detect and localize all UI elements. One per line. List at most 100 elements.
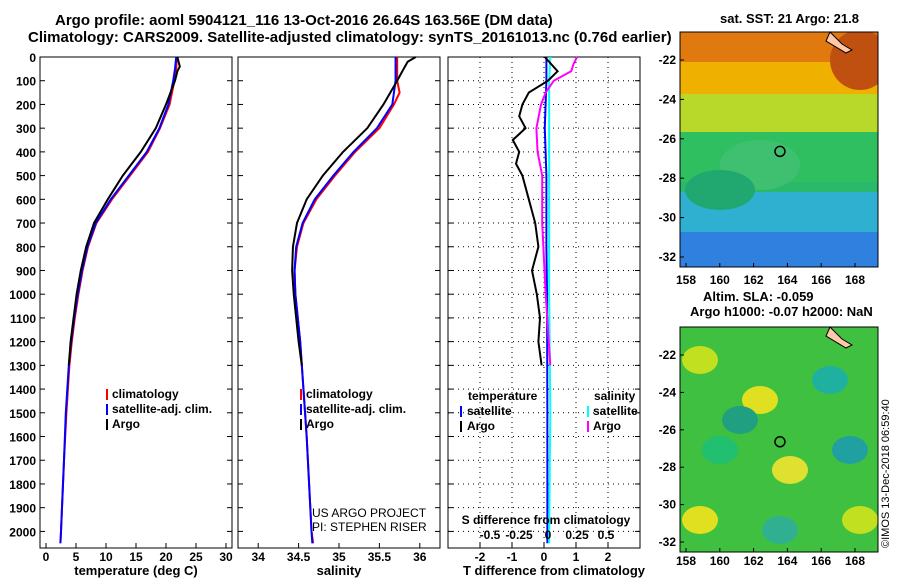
legend-label: climatology — [112, 387, 179, 401]
x-tick-label: 15 — [129, 550, 143, 564]
field-blob — [682, 346, 718, 374]
y-tick-label: 700 — [16, 217, 36, 231]
map-sst: 158 160 162 164 166 168 -22 -24 -26 -28 -30 -32 — [659, 31, 879, 287]
legend-label-t: Argo — [467, 419, 495, 433]
x-tick-label: 10 — [99, 550, 113, 564]
y-tick-label: 0 — [29, 51, 36, 65]
y-tick-label: 800 — [16, 241, 36, 255]
s-tick-label: 0.25 — [565, 528, 589, 542]
legend-swatch — [460, 406, 462, 417]
legend-label: satellite-adj. clim. — [112, 402, 212, 416]
map-y-tick-label: -26 — [659, 132, 677, 146]
y-tick-label: 1500 — [9, 407, 36, 421]
map-x-tick-label: 162 — [744, 554, 764, 568]
series-line-argo — [67, 56, 181, 366]
s-axis-label: S difference from climatology — [462, 513, 631, 527]
series-line-s-argo — [535, 56, 578, 366]
map-x-tick-label: 164 — [777, 273, 797, 287]
field-blob — [762, 516, 798, 544]
map-y-tick-label: -22 — [659, 53, 677, 67]
legend-label-s: salinity — [594, 389, 636, 403]
map-y-tick-label: -32 — [659, 250, 677, 264]
map-y-tick-label: -22 — [659, 348, 677, 362]
series-line-argo — [291, 56, 417, 366]
argo-location-marker — [774, 145, 786, 158]
argo-location-marker — [774, 436, 786, 448]
series-line-s-satellite — [548, 56, 552, 544]
sst-title: sat. SST: 21 Argo: 21.8 — [720, 11, 859, 26]
field-blob — [685, 170, 755, 210]
x-tick-label: 0 — [43, 550, 50, 564]
map-y-tick-label: -26 — [659, 423, 677, 437]
legend-swatch — [587, 406, 589, 417]
pi-label: PI: STEPHEN RISER — [312, 520, 427, 534]
legend-label: Argo — [306, 417, 334, 431]
legend-swatch — [106, 404, 108, 415]
y-tick-label: 600 — [16, 193, 36, 207]
y-tick-label: 200 — [16, 98, 36, 112]
field-blob — [842, 506, 878, 534]
map-x-tick-label: 168 — [845, 554, 865, 568]
map-y-tick-label: -32 — [659, 535, 677, 549]
x-axis-label: salinity — [317, 563, 363, 578]
y-tick-label: 1800 — [9, 478, 36, 492]
map-frame — [679, 31, 879, 268]
field-blob — [722, 406, 758, 434]
y-tick-label: 400 — [16, 146, 36, 160]
y-tick-label: 1300 — [9, 359, 36, 373]
map-y-tick-label: -28 — [659, 171, 677, 185]
y-tick-label: 1600 — [9, 431, 36, 445]
y-tick-label: 2000 — [9, 525, 36, 539]
legend-label-t: temperature — [468, 389, 538, 403]
field-blob — [702, 436, 738, 464]
map-sla: 158 160 162 164 166 168 -22 -24 -26 -28 -30 -32 — [659, 326, 879, 568]
x-tick-label: 34 — [252, 550, 266, 564]
landmass-new-caledonia — [825, 31, 854, 54]
legend-label-s: satellite — [593, 404, 638, 418]
x-axis-label: temperature (deg C) — [74, 563, 198, 578]
map-frame — [679, 326, 879, 553]
map-x-tick-label: 166 — [811, 273, 831, 287]
s-tick-label: -0.25 — [505, 528, 533, 542]
y-tick-label: 100 — [16, 75, 36, 89]
legend-swatch — [300, 419, 302, 430]
legend-label: climatology — [306, 387, 373, 401]
x-tick-label: 1 — [573, 550, 580, 564]
legend-swatch — [460, 421, 462, 432]
legend-swatch — [106, 389, 108, 400]
legend-swatch — [106, 419, 108, 430]
field-blob — [742, 386, 778, 414]
project-label: US ARGO PROJECT — [312, 506, 427, 520]
sla-title: Altim. SLA: -0.059 — [703, 289, 814, 304]
field-blob — [830, 32, 878, 90]
map-y-tick-label: -30 — [659, 211, 677, 225]
map-y-tick-label: -24 — [659, 385, 677, 399]
y-tick-label: 300 — [16, 122, 36, 136]
legend-swatch — [587, 421, 589, 432]
x-tick-label: 30 — [219, 550, 233, 564]
map-x-tick-label: 158 — [676, 554, 696, 568]
map-x-tick-label: 162 — [744, 273, 764, 287]
s-tick-label: -0.5 — [480, 528, 501, 542]
sst-band — [680, 94, 878, 134]
x-tick-label: -2 — [475, 550, 486, 564]
map-field — [680, 327, 878, 552]
legend-label: satellite-adj. clim. — [306, 402, 406, 416]
credit: ©IMOS 13-Dec-2018 06:59:40 — [880, 399, 892, 548]
title-line1: Argo profile: aoml 5904121_116 13-Oct-20… — [55, 12, 553, 29]
y-tick-label: 1200 — [9, 336, 36, 350]
landmass-new-caledonia — [825, 326, 854, 349]
legend-swatch — [300, 389, 302, 400]
series-line-satellite-adj-clim- — [59, 56, 178, 544]
x-tick-label: 2 — [605, 550, 612, 564]
y-tick-label: 1000 — [9, 288, 36, 302]
x-axis-label: T difference from climatology — [463, 563, 646, 578]
title-line2: Climatology: CARS2009. Satellite-adjuste… — [28, 29, 672, 46]
map-x-tick-label: 160 — [710, 554, 730, 568]
x-tick-label: 35 — [332, 550, 346, 564]
x-tick-label: -1 — [507, 550, 518, 564]
field-blob — [772, 456, 808, 484]
x-tick-label: 34.5 — [287, 550, 311, 564]
